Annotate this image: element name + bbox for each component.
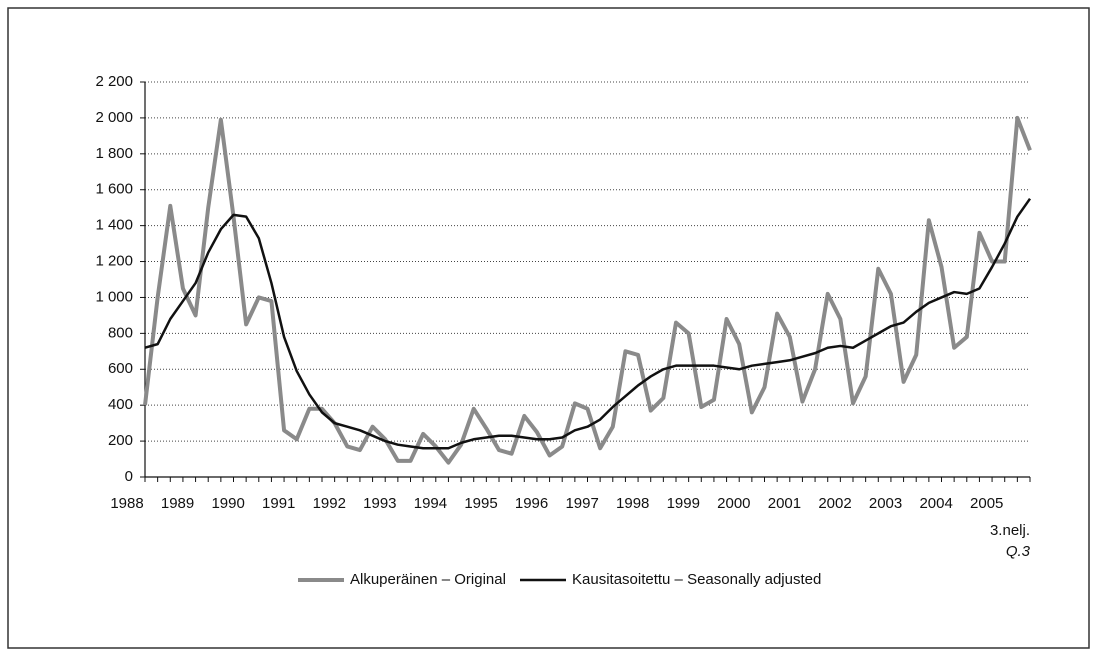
x-tick-label: 2005 — [970, 495, 1003, 512]
x-tick-label: 1998 — [616, 495, 649, 512]
x-tick-label: 2004 — [919, 495, 952, 512]
x-tick-label: 1997 — [565, 495, 598, 512]
y-tick-label: 600 — [108, 360, 133, 377]
x-tick-label: 1991 — [262, 495, 295, 512]
y-tick-label: 1 800 — [95, 145, 133, 162]
y-tick-label: 1 600 — [95, 181, 133, 198]
y-tick-label: 1 200 — [95, 253, 133, 270]
y-tick-label: 200 — [108, 432, 133, 449]
x-tick-label: 2001 — [768, 495, 801, 512]
x-tick-label: 2003 — [869, 495, 902, 512]
x-tick-label: 1999 — [667, 495, 700, 512]
x-tick-label: 1989 — [161, 495, 194, 512]
x-tick-label: 1992 — [313, 495, 346, 512]
x-tick-label: 1995 — [464, 495, 497, 512]
y-tick-label: 800 — [108, 324, 133, 341]
x-tick-label: 1993 — [363, 495, 396, 512]
annotation: 3.nelj. — [990, 522, 1030, 539]
series-line — [143, 115, 1032, 465]
y-tick-label: 0 — [125, 468, 133, 485]
x-tick-label: 2002 — [818, 495, 851, 512]
x-tick-label: 1990 — [211, 495, 244, 512]
annotation: Q.3 — [1006, 543, 1031, 560]
y-tick-label: 2 000 — [95, 109, 133, 126]
frame — [7, 7, 1090, 649]
x-tick-label: 1994 — [414, 495, 447, 512]
x-tick-label: 2000 — [717, 495, 750, 512]
x-tick-label: 1996 — [515, 495, 548, 512]
legend-label: Kausitasoitettu – Seasonally adjusted — [572, 571, 821, 588]
y-tick-label: 400 — [108, 396, 133, 413]
y-tick-label: 1 000 — [95, 288, 133, 305]
series-line — [144, 197, 1032, 450]
y-tick-label: 1 400 — [95, 217, 133, 234]
x-tick-label: 1988 — [110, 495, 143, 512]
legend-label: Alkuperäinen – Original — [350, 571, 506, 588]
y-tick-label: 2 200 — [95, 73, 133, 90]
